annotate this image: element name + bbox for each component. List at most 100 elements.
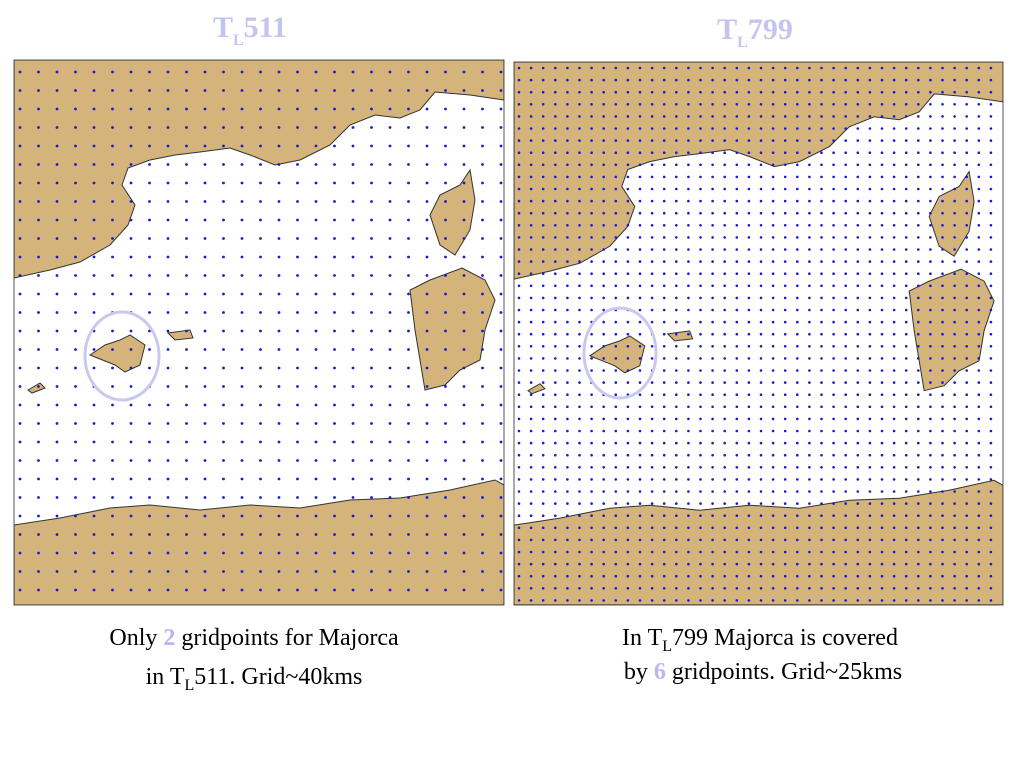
gridpoint [662,199,666,203]
gridpoint [856,502,860,505]
gridpoint [148,70,151,74]
gridpoint [953,574,956,578]
gridpoint [953,393,956,397]
gridpoint [892,90,896,94]
gridpoint [880,393,884,397]
gridpoint [687,393,690,397]
gridpoint [351,237,355,240]
gridpoint [662,272,666,276]
gridpoint [111,274,114,277]
gridpoint [541,139,545,142]
gridpoint [566,332,569,336]
gridpoint [148,588,151,592]
gridpoint [953,103,956,106]
gridpoint [614,381,618,384]
gridpoint [820,490,823,493]
gridpoint [929,284,932,288]
gridpoint [18,218,22,222]
gridpoint [529,90,533,94]
gridpoint [892,78,896,82]
gridpoint [529,272,533,276]
gridpoint [759,260,763,263]
gridpoint [880,405,884,409]
gridpoint [333,496,336,499]
gridpoint [675,381,678,384]
gridpoint [111,385,114,388]
gridpoint [425,459,429,462]
gridpoint [314,292,318,296]
gridpoint [917,308,920,312]
gridpoint [351,200,355,203]
gridpoint [856,393,860,397]
gridpoint [351,459,355,462]
gridpoint [844,90,847,94]
gridpoint [650,526,654,530]
gridpoint [917,587,920,590]
gridpoint [481,144,484,148]
gridpoint [554,272,557,276]
gridpoint [759,103,763,106]
gridpoint [554,308,557,312]
gridpoint [626,127,630,130]
gridpoint [989,139,993,142]
gridpoint [723,78,726,82]
gridpoint [771,574,775,578]
caption-text: 799 Majorca is covered [672,625,898,651]
gridpoint [771,550,775,554]
gridpoint [699,478,702,481]
gridpoint [626,224,630,227]
gridpoint [541,90,545,94]
gridpoint [868,417,872,421]
gridpoint [650,393,654,397]
gridpoint [953,562,956,566]
gridpoint [222,237,225,240]
gridpoint [747,90,751,94]
gridpoint [92,181,96,185]
gridpoint [111,200,114,203]
gridpoint [425,70,429,74]
gridpoint [977,429,981,433]
gridpoint [662,490,666,493]
gridpoint [844,345,847,348]
gridpoint [662,224,666,227]
gridpoint [259,477,262,481]
gridpoint [444,70,447,74]
gridpoint [566,211,569,215]
gridpoint [566,78,569,82]
gridpoint [892,514,896,517]
gridpoint [759,272,763,276]
gridpoint [566,308,569,312]
gridpoint [723,151,726,154]
gridpoint [989,296,993,300]
gridpoint [965,332,968,336]
gridpoint [650,599,654,602]
gridpoint [953,211,956,215]
gridpoint [650,284,654,288]
gridpoint [554,526,557,530]
gridpoint [614,320,618,324]
gridpoint [880,199,884,203]
gridpoint [687,599,690,602]
gridpoint [370,477,373,481]
gridpoint [462,292,466,296]
gridpoint [699,66,702,70]
gridpoint [650,296,654,300]
gridpoint [541,345,545,348]
title-num: 799 [748,13,793,46]
gridpoint [711,272,714,276]
gridpoint [747,587,751,590]
gridpoint [590,187,593,191]
gridpoint [687,587,690,590]
gridpoint [388,163,392,166]
gridpoint [554,187,557,191]
gridpoint [74,255,77,259]
gridpoint [517,66,521,70]
gridpoint [626,514,630,517]
gridpoint [711,211,714,215]
gridpoint [917,405,920,409]
gridpoint [351,570,355,573]
gridpoint [462,496,466,499]
gridpoint [771,381,775,384]
gridpoint [989,199,993,203]
gridpoint [240,163,244,166]
